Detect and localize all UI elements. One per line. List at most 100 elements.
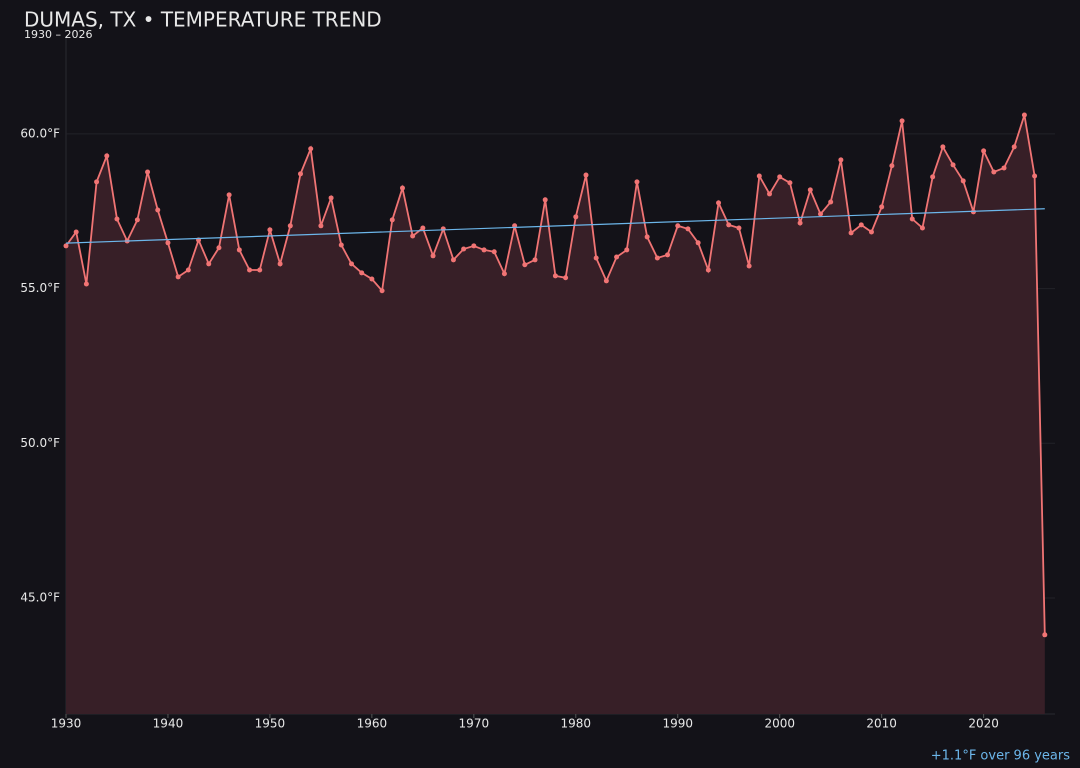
point <box>450 257 456 263</box>
annotation: +1.1°F over 96 years <box>931 749 1070 764</box>
point <box>807 187 813 193</box>
point <box>838 157 844 163</box>
x-tick-label: 1940 <box>153 717 184 731</box>
point <box>930 174 936 180</box>
point <box>145 169 151 175</box>
point <box>298 171 304 177</box>
point <box>247 267 253 273</box>
x-tick-label: 1970 <box>459 717 490 731</box>
point <box>583 172 589 178</box>
point <box>726 222 732 228</box>
point <box>879 204 885 210</box>
area <box>66 115 1045 715</box>
x-tick-label: 2020 <box>968 717 999 731</box>
point <box>155 207 161 213</box>
point <box>185 267 191 273</box>
point <box>654 255 660 261</box>
point <box>440 226 446 232</box>
point <box>981 148 987 154</box>
point <box>848 230 854 236</box>
point <box>338 242 344 248</box>
point <box>430 253 436 259</box>
point <box>532 257 538 263</box>
point <box>308 146 314 152</box>
point <box>501 271 507 277</box>
point <box>104 153 110 159</box>
point <box>858 222 864 228</box>
point <box>736 225 742 231</box>
point <box>899 118 905 124</box>
point <box>257 267 263 273</box>
point <box>134 217 140 223</box>
point <box>777 174 783 180</box>
point <box>817 211 823 217</box>
point <box>379 288 385 294</box>
point <box>889 163 895 169</box>
point <box>369 276 375 282</box>
point <box>73 229 79 235</box>
point <box>868 229 874 235</box>
point <box>94 179 100 185</box>
point <box>114 216 120 222</box>
point <box>359 270 365 276</box>
point <box>756 173 762 179</box>
point <box>563 275 569 281</box>
point <box>644 234 650 240</box>
point <box>318 223 324 229</box>
point <box>991 169 997 175</box>
point <box>1042 632 1048 638</box>
point <box>420 225 426 231</box>
point <box>1021 112 1027 118</box>
point <box>83 281 89 287</box>
point <box>797 220 803 226</box>
point <box>1011 144 1017 150</box>
point <box>542 197 548 203</box>
point <box>216 245 222 251</box>
y-tick-label: 50.0°F <box>20 436 60 450</box>
point <box>522 262 528 268</box>
point <box>287 223 293 229</box>
point <box>705 267 711 273</box>
x-tick-label: 1960 <box>357 717 388 731</box>
point <box>236 247 242 253</box>
x-tick-label: 1930 <box>51 717 82 731</box>
point <box>624 247 630 253</box>
point <box>787 180 793 186</box>
point <box>603 278 609 284</box>
point <box>1032 173 1038 179</box>
point <box>471 243 477 249</box>
point <box>614 254 620 260</box>
x-tick-label: 2010 <box>866 717 897 731</box>
point <box>277 261 283 267</box>
x-tick-label: 1950 <box>255 717 286 731</box>
point <box>63 243 69 249</box>
point <box>909 216 915 222</box>
point <box>695 240 701 246</box>
y-tick-label: 55.0°F <box>20 281 60 295</box>
point <box>410 233 416 239</box>
point <box>950 162 956 168</box>
point <box>828 199 834 205</box>
x-tick-label: 1990 <box>662 717 693 731</box>
point <box>573 214 579 220</box>
point <box>175 274 181 280</box>
chart-title: DUMAS, TX • TEMPERATURE TREND <box>24 8 382 32</box>
point <box>634 179 640 185</box>
point <box>685 226 691 232</box>
chart-subtitle: 1930 – 2026 <box>24 28 92 41</box>
point <box>389 217 395 223</box>
y-tick-label: 45.0°F <box>20 590 60 604</box>
point <box>206 261 212 267</box>
point <box>675 223 681 229</box>
point <box>665 252 671 258</box>
y-tick-label: 60.0°F <box>20 126 60 140</box>
point <box>399 185 405 191</box>
point <box>165 240 171 246</box>
trend-line <box>65 208 1045 244</box>
x-tick-label: 1980 <box>561 717 592 731</box>
point <box>461 246 467 252</box>
point <box>348 261 354 267</box>
point <box>481 247 487 253</box>
point <box>552 273 558 279</box>
